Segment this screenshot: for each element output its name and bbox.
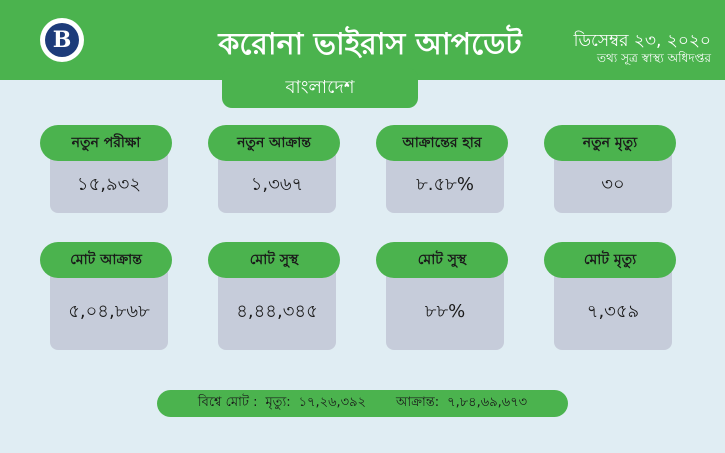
stat-label: মোট সুস্থ: [376, 242, 508, 278]
source-label: তথ্য সূত্র স্বাস্থ্য অধিদপ্তর: [597, 51, 711, 65]
global-infected-value: ৭,৮৪,৬৯,৬৭৩: [447, 395, 528, 410]
stat-card-total-deaths: ৭,৩৫৯ মোট মৃত্যু: [544, 242, 676, 352]
stat-card-total-recovered: ৪,৪৪,৩৪৫ মোট সুস্থ: [208, 242, 340, 352]
stat-card-new-cases: ১,৩৬৭ নতুন আক্রান্ত: [208, 125, 340, 215]
stat-label: নতুন পরীক্ষা: [40, 125, 172, 161]
stat-card-recovery-rate: ৮৮% মোট সুস্থ: [376, 242, 508, 352]
global-deaths-value: ১৭,২৬,৩৯২: [298, 395, 366, 410]
stat-label: নতুন মৃত্যু: [544, 125, 676, 161]
page-title: করোনা ভাইরাস আপডেট: [218, 27, 522, 62]
global-summary-bar: বিশ্বে মোট : মৃত্যু: ১৭,২৬,৩৯২ আক্রান্ত:…: [157, 390, 568, 417]
header-banner: B করোনা ভাইরাস আপডেট ডিসেম্বর ২৩, ২০২০ ত…: [0, 0, 725, 80]
stat-label: আক্রান্তের হার: [376, 125, 508, 161]
circle-logo-icon: B: [45, 23, 79, 57]
stat-value: ৮৮%: [386, 264, 504, 350]
stat-value: ৪,৪৪,৩৪৫: [218, 264, 336, 350]
stat-label: মোট সুস্থ: [208, 242, 340, 278]
stat-card-total-cases: ৫,০৪,৮৬৮ মোট আক্রান্ত: [40, 242, 172, 352]
global-summary-prefix: বিশ্বে মোট :: [197, 395, 258, 410]
global-infected-label: আক্রান্ত:: [396, 395, 440, 410]
stat-value: ৭,৩৫৯: [554, 264, 672, 350]
date-label: ডিসেম্বর ২৩, ২০২০: [573, 31, 711, 51]
stat-card-new-deaths: ৩০ নতুন মৃত্যু: [544, 125, 676, 215]
stat-label: মোট মৃত্যু: [544, 242, 676, 278]
country-badge: বাংলাদেশ: [222, 68, 418, 108]
stat-card-new-tests: ১৫,৯৩২ নতুন পরীক্ষা: [40, 125, 172, 215]
stat-card-infection-rate: ৮.৫৮% আক্রান্তের হার: [376, 125, 508, 215]
stat-value: ৫,০৪,৮৬৮: [50, 264, 168, 350]
stat-label: মোট আক্রান্ত: [40, 242, 172, 278]
logo: B: [40, 18, 84, 62]
global-deaths-label: মৃত্যু:: [265, 395, 291, 410]
stat-label: নতুন আক্রান্ত: [208, 125, 340, 161]
